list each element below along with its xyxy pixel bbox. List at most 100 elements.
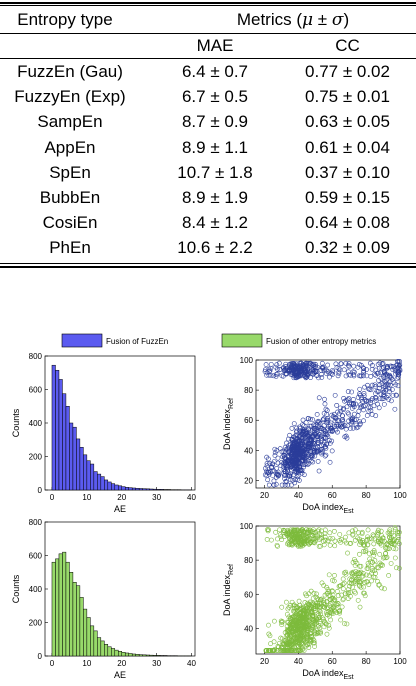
scatter-point: [297, 534, 303, 540]
scatter-point: [320, 449, 325, 454]
scatter-point: [307, 599, 313, 605]
scatter-point: [392, 555, 398, 561]
scatter-point: [326, 625, 332, 631]
scatter-point: [371, 541, 377, 547]
scatter-point: [350, 571, 356, 577]
scatter-point: [277, 527, 282, 533]
scatter-point: [356, 373, 362, 379]
histogram-bar: [86, 460, 91, 491]
scatter-point: [387, 529, 393, 535]
row-mae: 8.4 ± 1.2: [181, 213, 249, 233]
scatter-point: [266, 622, 271, 628]
histogram-bar: [118, 485, 122, 491]
scatter-point: [342, 423, 348, 429]
scatter-point: [364, 566, 370, 571]
x-tick-label: 0: [50, 659, 55, 668]
scatter-point: [271, 373, 276, 379]
histogram-bar: [114, 484, 119, 491]
scatter-point: [263, 648, 269, 653]
y-tick-label: 800: [29, 352, 43, 361]
histogram-bar: [163, 655, 168, 657]
scatter-point: [286, 443, 292, 448]
y-tick-label: 60: [244, 590, 253, 599]
histogram-bar: [135, 654, 140, 657]
scatter-point: [375, 537, 381, 543]
scatter-point: [378, 561, 384, 567]
scatter-point: [286, 635, 292, 641]
scatter-point: [346, 396, 352, 401]
scatter-point: [310, 459, 316, 465]
scatter-point: [277, 367, 283, 372]
scatter-point: [283, 599, 289, 605]
scatter-point: [319, 360, 325, 366]
scatter-point: [329, 438, 335, 444]
scatter-point: [381, 401, 387, 407]
scatter-point: [329, 448, 335, 454]
scatter-point: [291, 466, 297, 471]
scatter-point: [274, 366, 280, 372]
scatter-point: [265, 456, 271, 462]
scatter-point: [381, 554, 387, 560]
scatter-point: [372, 384, 378, 390]
scatter-point: [359, 529, 365, 535]
scatter-point: [311, 448, 317, 454]
histogram-bar: [65, 561, 70, 657]
scatter-point: [354, 425, 359, 431]
scatter-point: [267, 461, 272, 466]
scatter-point: [290, 362, 296, 368]
scatter-point: [303, 420, 309, 426]
scatter-point: [315, 624, 321, 630]
scatter-point: [340, 423, 346, 429]
scatter-point: [359, 531, 365, 537]
scatter-point: [373, 372, 379, 378]
scatter-point: [285, 648, 291, 653]
scatter-point: [340, 581, 346, 587]
scatter-point: [266, 366, 272, 372]
scatter-point: [323, 452, 329, 458]
scatter-point: [289, 366, 295, 371]
histogram-bar: [107, 481, 112, 491]
y-axis-label: DoA indexRef: [222, 398, 235, 450]
scatter-point: [368, 374, 374, 379]
scatter-point: [366, 573, 372, 578]
histogram-bar: [65, 406, 70, 491]
scatter-point: [361, 366, 367, 372]
scatter-point: [286, 436, 291, 442]
histogram-bar: [104, 644, 109, 657]
scatter-point: [300, 417, 306, 423]
scatter-point: [361, 548, 366, 554]
scatter-point: [392, 527, 398, 532]
scatter-point: [393, 538, 399, 544]
scatter-point: [324, 631, 330, 637]
scatter-point: [296, 640, 302, 645]
scatter-point: [392, 525, 398, 531]
scatter-point: [289, 540, 295, 546]
y-tick-label: 100: [240, 356, 254, 365]
x-tick-label: 40: [187, 493, 196, 502]
scatter-point: [319, 580, 325, 586]
scatter-point: [303, 360, 309, 366]
scatter-point: [275, 536, 280, 542]
scatter-point: [387, 379, 393, 385]
scatter-point: [304, 623, 310, 629]
scatter-point: [285, 482, 291, 488]
scatter-point: [282, 534, 287, 539]
scatter-point: [319, 532, 324, 538]
scatter-point: [280, 373, 286, 379]
scatter-point: [325, 538, 331, 544]
scatter-point: [284, 611, 290, 617]
scatter-point: [280, 454, 286, 459]
scatter-point: [380, 535, 386, 541]
table-top-rule: [0, 2, 416, 4]
row-name: AppEn: [44, 137, 96, 157]
scatter-point: [285, 541, 290, 547]
scatter-point: [389, 387, 395, 392]
scatter-point: [292, 529, 298, 535]
scatter-point: [387, 535, 393, 540]
scatter-point: [272, 453, 278, 458]
scatter-point: [324, 432, 330, 438]
row-cc: 0.63 ± 0.05: [305, 112, 390, 132]
x-tick-label: 30: [152, 659, 161, 668]
x-tick-label: 80: [362, 491, 371, 500]
scatter-point: [277, 532, 283, 538]
